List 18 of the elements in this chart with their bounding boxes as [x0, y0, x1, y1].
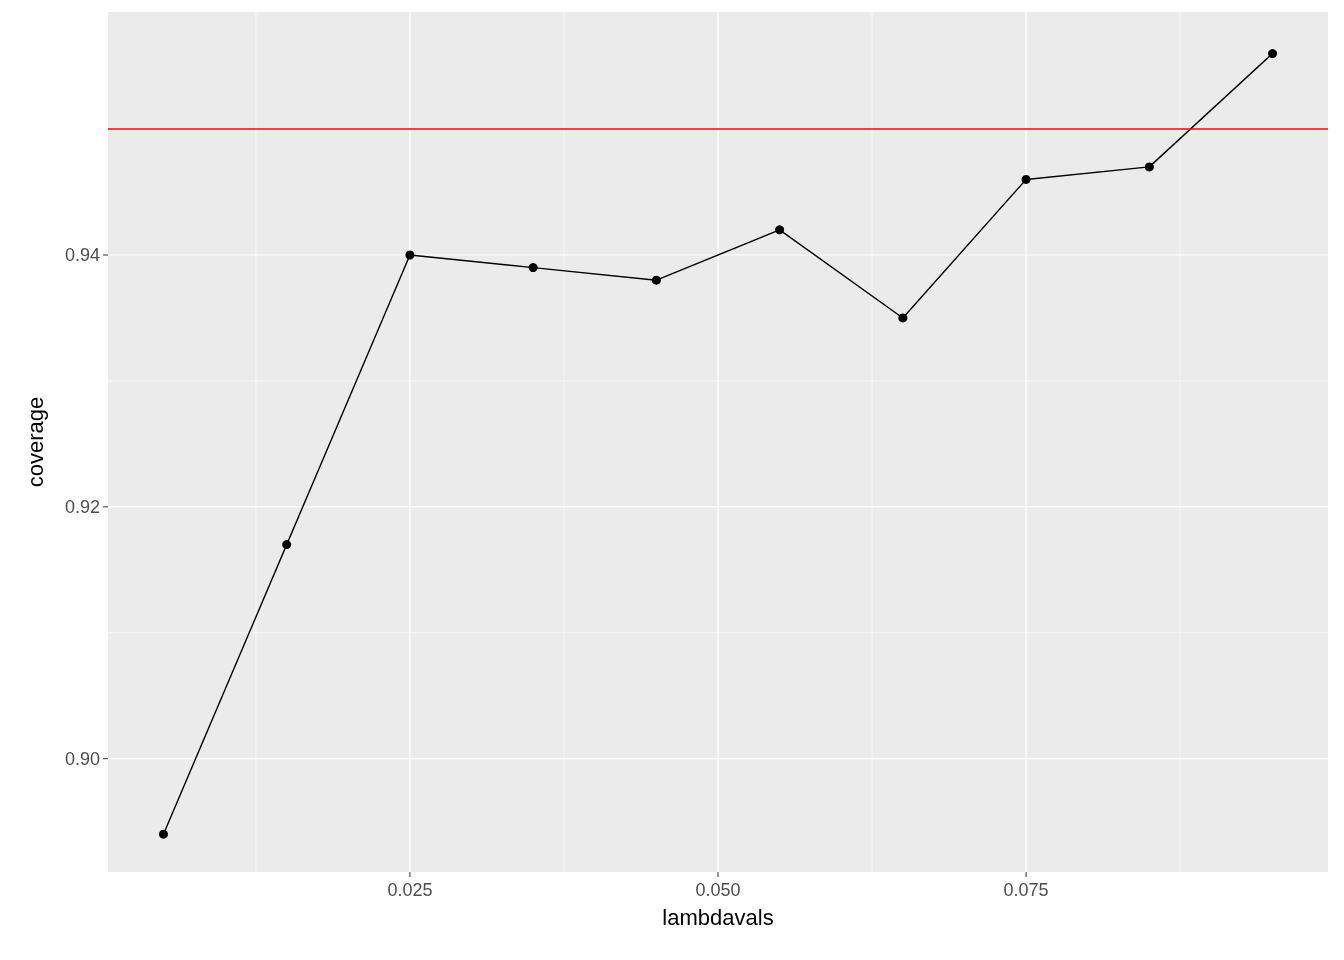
- point: [282, 540, 292, 550]
- x-tick-label: 0.075: [1003, 880, 1049, 900]
- point: [775, 225, 785, 235]
- y-tick-label: 0.90: [64, 748, 100, 769]
- point: [1021, 174, 1031, 184]
- y-axis-title: coverage: [22, 396, 48, 488]
- x-tick-label: 0.050: [695, 880, 741, 900]
- point: [1268, 49, 1278, 59]
- point: [528, 263, 538, 273]
- y-tick-label: 0.94: [64, 245, 100, 266]
- point: [1144, 162, 1154, 172]
- x-tick-label: 0.025: [387, 880, 433, 900]
- point: [898, 313, 908, 323]
- x-axis-title: lambdavals: [662, 904, 774, 930]
- point: [158, 829, 168, 839]
- point: [651, 275, 661, 285]
- y-tick-label: 0.92: [64, 496, 100, 517]
- point: [405, 250, 415, 260]
